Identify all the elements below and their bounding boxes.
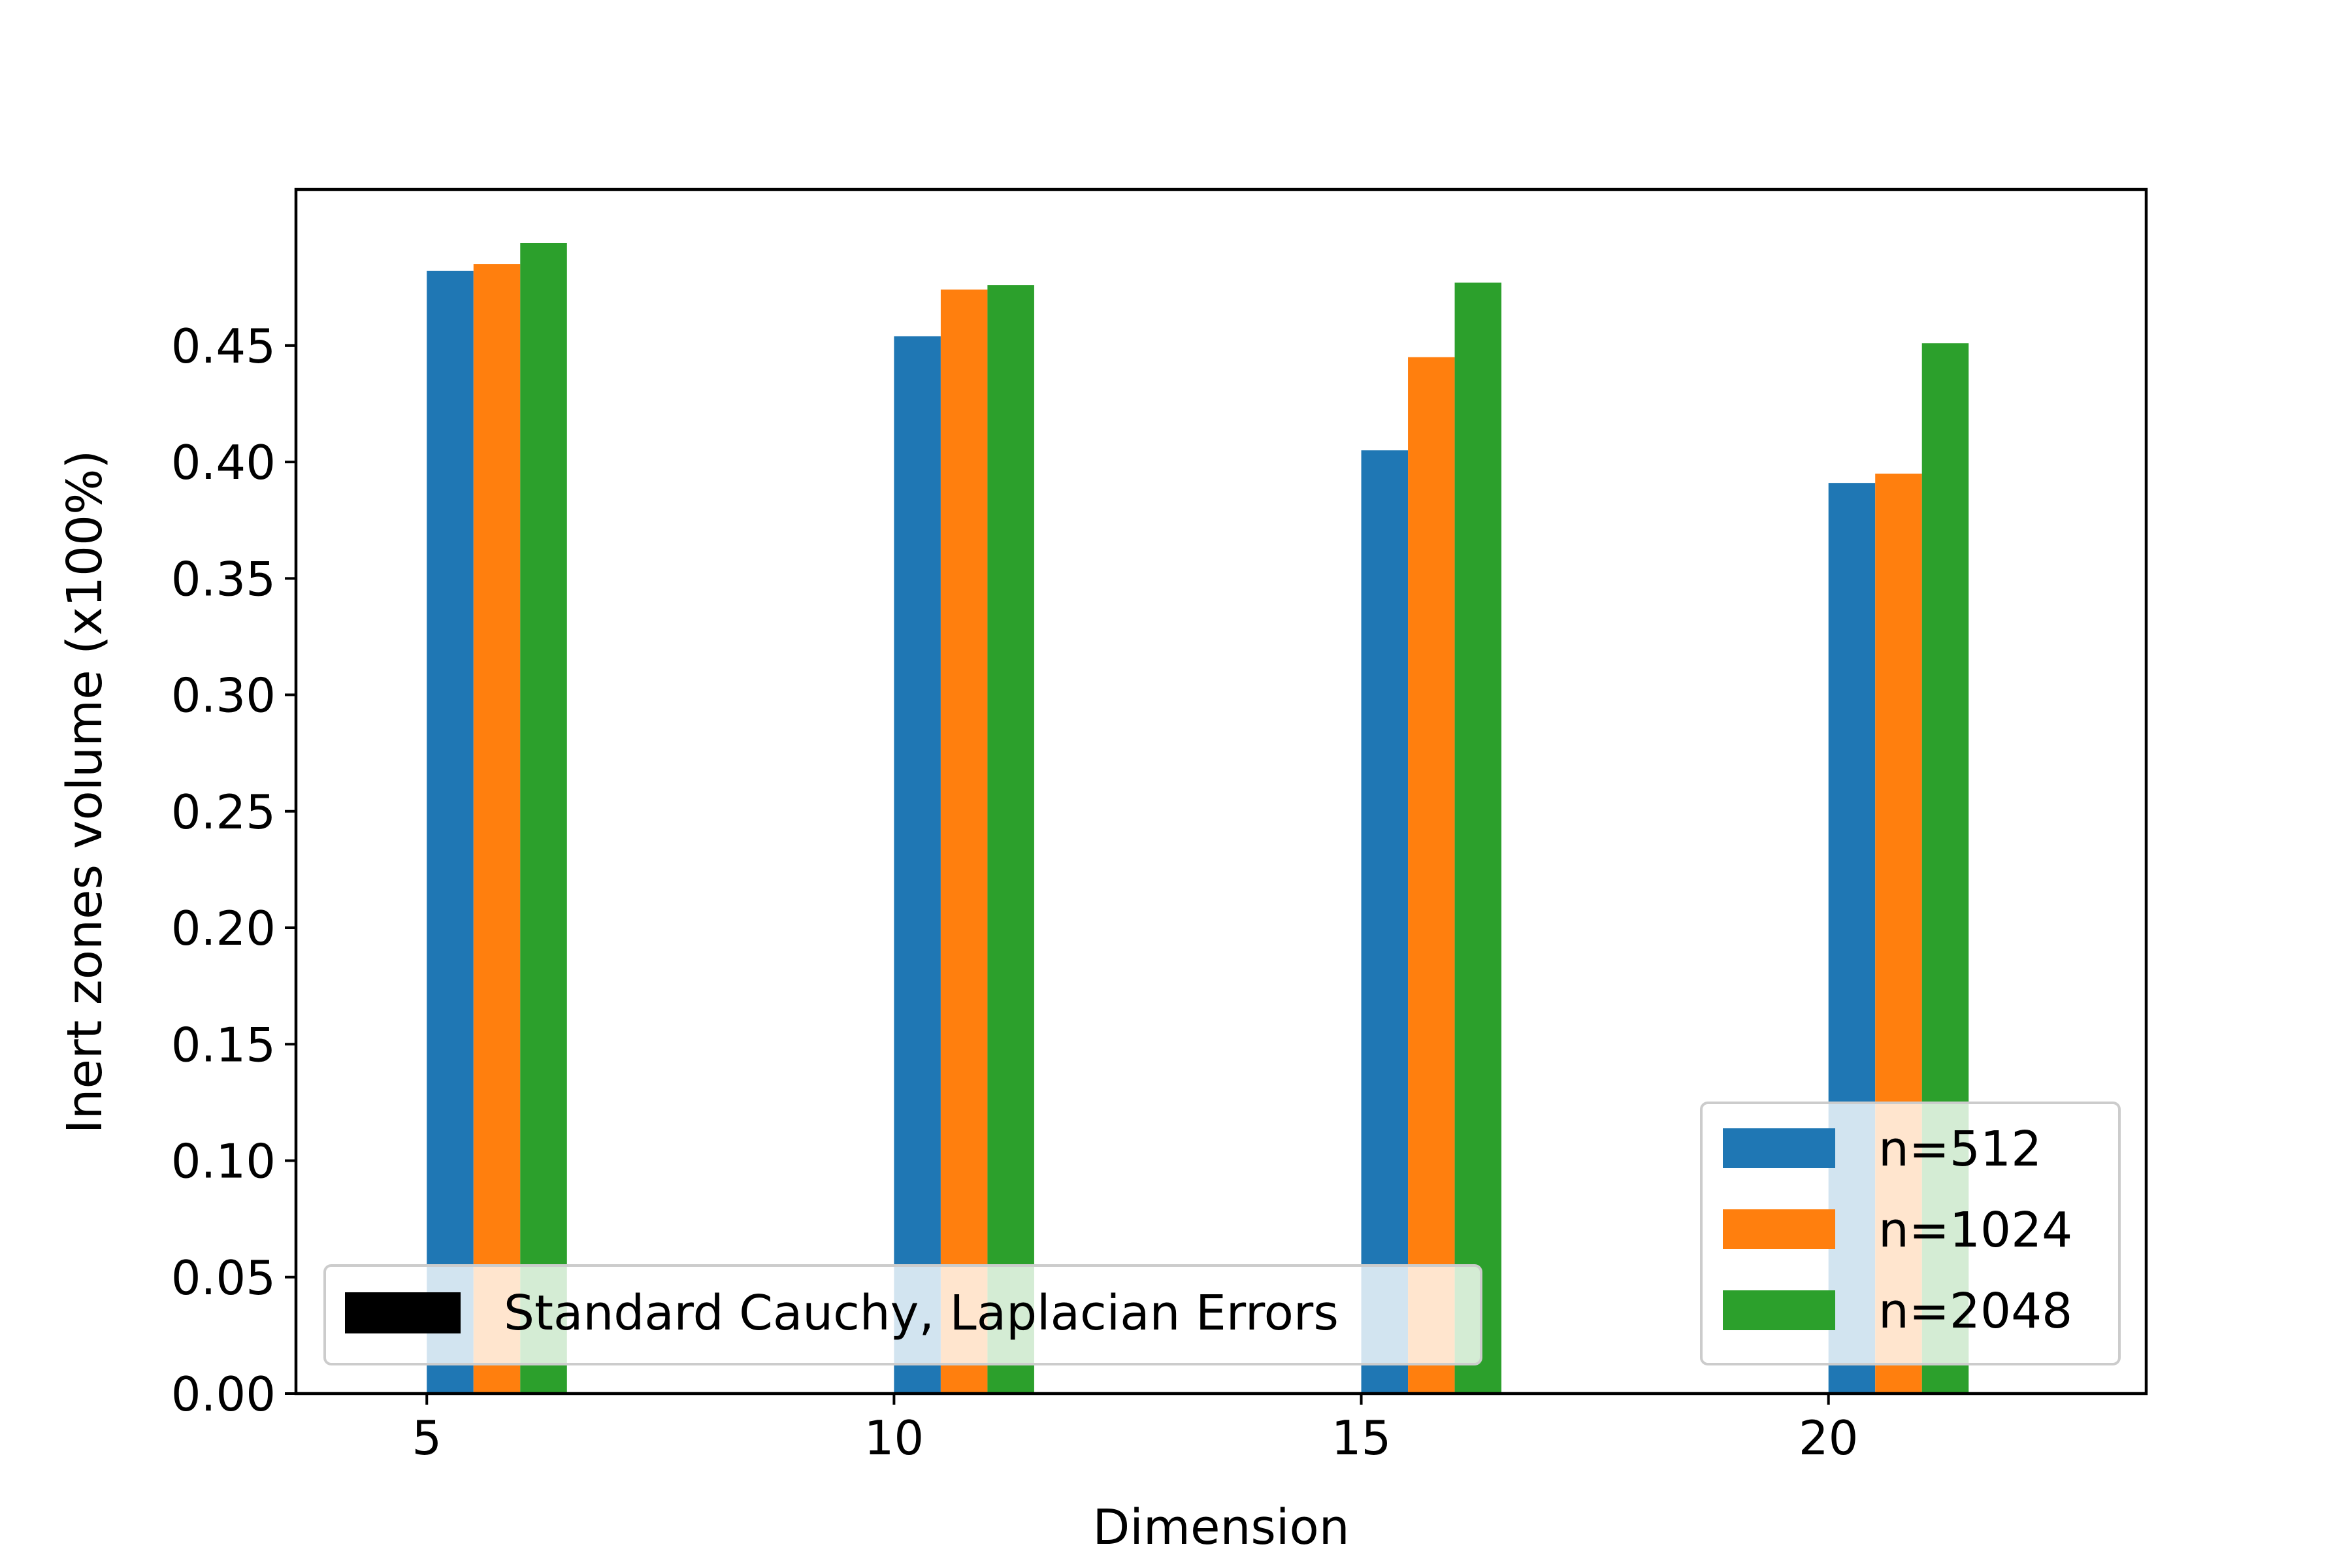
bar-n1024-dim-5 [473, 264, 521, 1394]
x-tick-label: 15 [1331, 1411, 1392, 1465]
y-axis: 0.00 0.05 0.10 0.15 0.20 0.25 0.30 0.35 0.40 0.45 [171, 319, 296, 1422]
legend-label-n1024: n=1024 [1878, 1202, 2072, 1258]
y-tick-label: 0.20 [171, 901, 276, 956]
x-tick-label: 20 [1799, 1411, 1859, 1465]
y-tick-label: 0.35 [171, 551, 276, 606]
bar-n512-dim-15 [1361, 450, 1409, 1394]
x-axis-label: Dimension [1092, 1499, 1349, 1556]
bar-n2048-dim-15 [1454, 282, 1502, 1394]
y-tick-label: 0.10 [171, 1134, 276, 1189]
y-tick-label: 0.00 [171, 1367, 276, 1422]
bar-n512-dim-10 [894, 336, 941, 1394]
annotation-legend: Standard Cauchy, Laplacian Errors [323, 1264, 1482, 1365]
legend-label-n2048: n=2048 [1878, 1283, 2072, 1339]
x-tick-label: 10 [864, 1411, 924, 1465]
legend-swatch-n2048 [1723, 1290, 1835, 1330]
bar-n1024-dim-15 [1408, 357, 1455, 1394]
annotation-legend-box [323, 1264, 1482, 1365]
y-axis-label: Inert zones volume (x100%) [57, 450, 113, 1134]
legend-swatch-n512 [1723, 1128, 1835, 1168]
bar-n1024-dim-10 [940, 289, 988, 1394]
y-tick-label: 0.45 [171, 319, 276, 374]
bar-n512-dim-5 [427, 270, 474, 1394]
legend: n=512 n=1024 n=2048 [1700, 1102, 2121, 1365]
bar-n2048-dim-10 [987, 285, 1034, 1394]
y-tick-label: 0.30 [171, 668, 276, 723]
annotation-legend-swatch [345, 1292, 461, 1333]
annotation-legend-label: Standard Cauchy, Laplacian Errors [504, 1285, 1339, 1341]
y-tick-label: 0.25 [171, 785, 276, 840]
x-tick-label: 5 [412, 1411, 442, 1465]
y-tick-label: 0.40 [171, 435, 276, 490]
plot-frame [294, 188, 2148, 1396]
legend-label-n512: n=512 [1878, 1121, 2042, 1177]
x-axis: 5 10 15 20 [412, 1394, 1859, 1465]
y-tick-label: 0.15 [171, 1017, 276, 1072]
y-tick-label: 0.05 [171, 1250, 276, 1305]
legend-swatch-n1024 [1723, 1209, 1835, 1249]
bar-n2048-dim-5 [520, 242, 567, 1394]
